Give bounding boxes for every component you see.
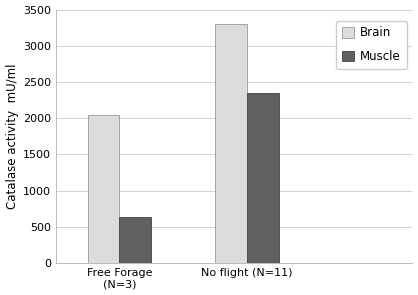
- Y-axis label: Catalase activity  mU/ml: Catalase activity mU/ml: [5, 63, 18, 209]
- Bar: [120, 217, 151, 263]
- Legend: Brain, Muscle: Brain, Muscle: [336, 21, 407, 69]
- Bar: [215, 24, 247, 263]
- Bar: [247, 93, 279, 263]
- Bar: [87, 114, 120, 263]
